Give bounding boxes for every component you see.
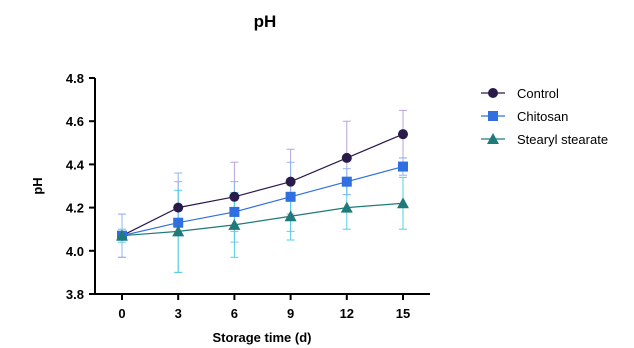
y-axis-label: pH (30, 177, 45, 194)
control-point (173, 202, 184, 213)
x-tick-label: 9 (287, 306, 294, 321)
chitosan-point (341, 176, 352, 187)
y-tick-label: 4.2 (66, 201, 84, 216)
x-tick-label: 0 (118, 306, 125, 321)
x-axis-label: Storage time (d) (213, 330, 312, 345)
legend-chitosan-marker (488, 111, 498, 121)
chitosan-point (229, 206, 240, 217)
chitosan-point (173, 217, 184, 228)
control-line (121, 133, 404, 237)
legend-stearyl-stearate-marker (487, 133, 499, 144)
control-point (398, 129, 408, 140)
chitosan-point (285, 191, 296, 202)
stearyl-stearate-point (340, 201, 353, 213)
stearyl-stearate-point (228, 218, 241, 230)
series-lines (121, 133, 404, 237)
control-point (229, 191, 240, 202)
error-bars (118, 109, 407, 273)
chitosan-point (398, 161, 408, 172)
stearyl-stearate-point (116, 229, 128, 241)
stearyl-stearate-point (284, 210, 297, 222)
y-tick-label: 3.8 (66, 287, 84, 302)
legend-stearyl-stearate-label: Stearyl stearate (517, 132, 608, 147)
x-tick-label: 15 (396, 306, 410, 321)
axes: 3.8 4.0 4.2 4.4 4.6 4.8 0 3 6 9 12 15 (66, 71, 430, 321)
stearyl-stearate-point (397, 197, 409, 209)
control-point (341, 152, 352, 163)
legend-chitosan-label: Chitosan (517, 109, 568, 124)
control-point (285, 176, 296, 187)
chart-title: pH (254, 12, 277, 31)
chitosan-line (121, 165, 404, 237)
stearyl-stearate-point (172, 225, 185, 237)
y-tick-label: 4.0 (66, 244, 84, 259)
stearyl-stearate-line (121, 202, 404, 237)
y-tick-label: 4.8 (66, 71, 84, 86)
x-tick-label: 6 (231, 306, 238, 321)
y-tick-label: 4.6 (66, 114, 84, 129)
legend-control-label: Control (517, 86, 559, 101)
legend: Control Chitosan Stearyl stearate (481, 86, 608, 147)
legend-control-marker (488, 88, 498, 98)
y-tick-label: 4.4 (66, 157, 85, 172)
x-tick-label: 12 (340, 306, 354, 321)
x-tick-label: 3 (175, 306, 182, 321)
data-markers (116, 129, 409, 241)
